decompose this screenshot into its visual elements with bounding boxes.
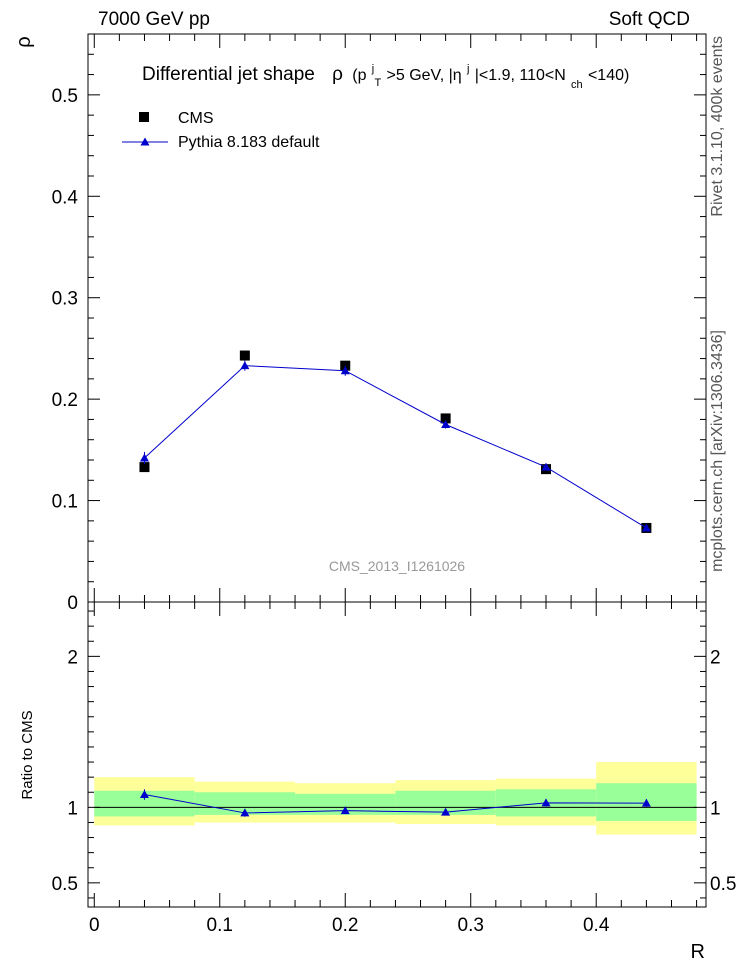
x-tick-label: 0.2 — [332, 915, 358, 936]
main-panel: 0.1 0.2 0.3 0.4 0.5 ρ 0 Differential jet sha… — [13, 33, 707, 614]
ratio-y-tick-label: 2 — [67, 647, 78, 668]
pythia-data-point — [541, 462, 551, 471]
title-nch-cut: <140) — [588, 67, 629, 84]
cms-data-point — [239, 350, 250, 361]
main-y-axis-label: ρ — [13, 36, 35, 47]
watermark: CMS_2013_I1261026 — [329, 558, 465, 574]
ratio-data-point — [240, 808, 250, 817]
title-nch-sub: ch — [571, 79, 583, 91]
pythia-line — [144, 365, 647, 529]
pythia-data-point — [641, 523, 651, 532]
main-y-tick-label: 0.4 — [52, 187, 79, 208]
ratio-y-tick-label-right: 0.5 — [710, 874, 736, 895]
ratio-band-green — [194, 792, 296, 815]
main-y-tick-label: 0.2 — [52, 390, 78, 411]
main-y-ticks: 0.1 0.2 0.3 0.4 0.5 — [52, 33, 706, 603]
ratio-data-point — [641, 798, 651, 807]
ratio-bands — [94, 762, 697, 835]
ratio-x-ticks: 0 0.1 0.2 0.3 0.4 — [89, 602, 698, 936]
title-eta-cut: |<1.9, 110<N — [475, 67, 566, 84]
legend-cms-label: CMS — [178, 110, 214, 127]
title-pt-sub: T — [375, 77, 382, 89]
legend: CMS Pythia 8.183 default — [122, 110, 320, 151]
main-y-tick-label: 0.3 — [52, 289, 78, 310]
pythia-data-point — [441, 420, 451, 428]
ratio-data-point — [441, 807, 451, 816]
mcplots-label: mcplots.cern.ch [arXiv:1306.3436] — [709, 330, 726, 572]
ratio-y-tick-label-right: 1 — [710, 798, 721, 819]
title-pt-cut: >5 GeV, |η — [387, 67, 462, 84]
rivet-label: Rivet 3.1.10, 400k events — [709, 36, 726, 217]
ratio-y-axis-label: Ratio to CMS — [19, 710, 36, 799]
x-tick-label: 0.4 — [583, 915, 610, 936]
title-pt-sup: j — [371, 63, 374, 75]
title-eta-sup: j — [466, 63, 469, 75]
ratio-data-point — [340, 806, 350, 815]
x-axis-label: R — [691, 941, 705, 963]
ratio-y-tick-label: 0.5 — [52, 874, 78, 895]
ratio-data-layer — [139, 789, 651, 817]
header-energy: 7000 GeV pp — [98, 9, 210, 30]
x-tick-label: 0.1 — [207, 915, 233, 936]
main-y-tick-label: 0.5 — [52, 86, 78, 107]
legend-cms-marker — [139, 112, 149, 122]
ratio-y-ticks: 0.5 0.5 1 1 2 2 — [52, 610, 736, 899]
pythia-data-point — [139, 453, 149, 462]
main-x-ticks — [93, 34, 698, 602]
ratio-y-tick-label-right: 2 — [710, 647, 721, 668]
main-y-zero-label: 0 — [67, 593, 78, 614]
legend-pythia-marker — [140, 137, 150, 146]
ratio-panel: 0.5 0.5 1 1 2 2 0 0.1 0.2 0.3 0.4 Ratio to CMS R — [19, 601, 736, 963]
legend-pythia-label: Pythia 8.183 default — [178, 134, 320, 151]
x-tick-label: 0.3 — [458, 915, 484, 936]
pythia-data-point — [240, 361, 250, 370]
title-rho: ρ — [332, 64, 343, 85]
ratio-y-tick-label: 1 — [67, 798, 78, 819]
cms-data-point — [440, 413, 451, 424]
title-open: (p — [352, 67, 366, 84]
ratio-line — [144, 794, 647, 814]
chart-title-text: Differential jet shape — [142, 64, 315, 85]
cms-data-point — [139, 462, 150, 473]
ratio-data-point — [139, 790, 149, 799]
chart-title: Differential jet shape ρ (p j T >5 GeV, … — [142, 56, 629, 93]
main-data-layer — [139, 350, 652, 533]
ratio-band-green — [295, 793, 396, 815]
ratio-data-point — [541, 798, 551, 807]
header-category: Soft QCD — [609, 9, 690, 30]
x-tick-label: 0 — [89, 915, 100, 936]
main-y-tick-label: 0.1 — [52, 492, 78, 513]
ratio-panel-frame — [87, 601, 707, 908]
pythia-data-point — [340, 366, 350, 375]
